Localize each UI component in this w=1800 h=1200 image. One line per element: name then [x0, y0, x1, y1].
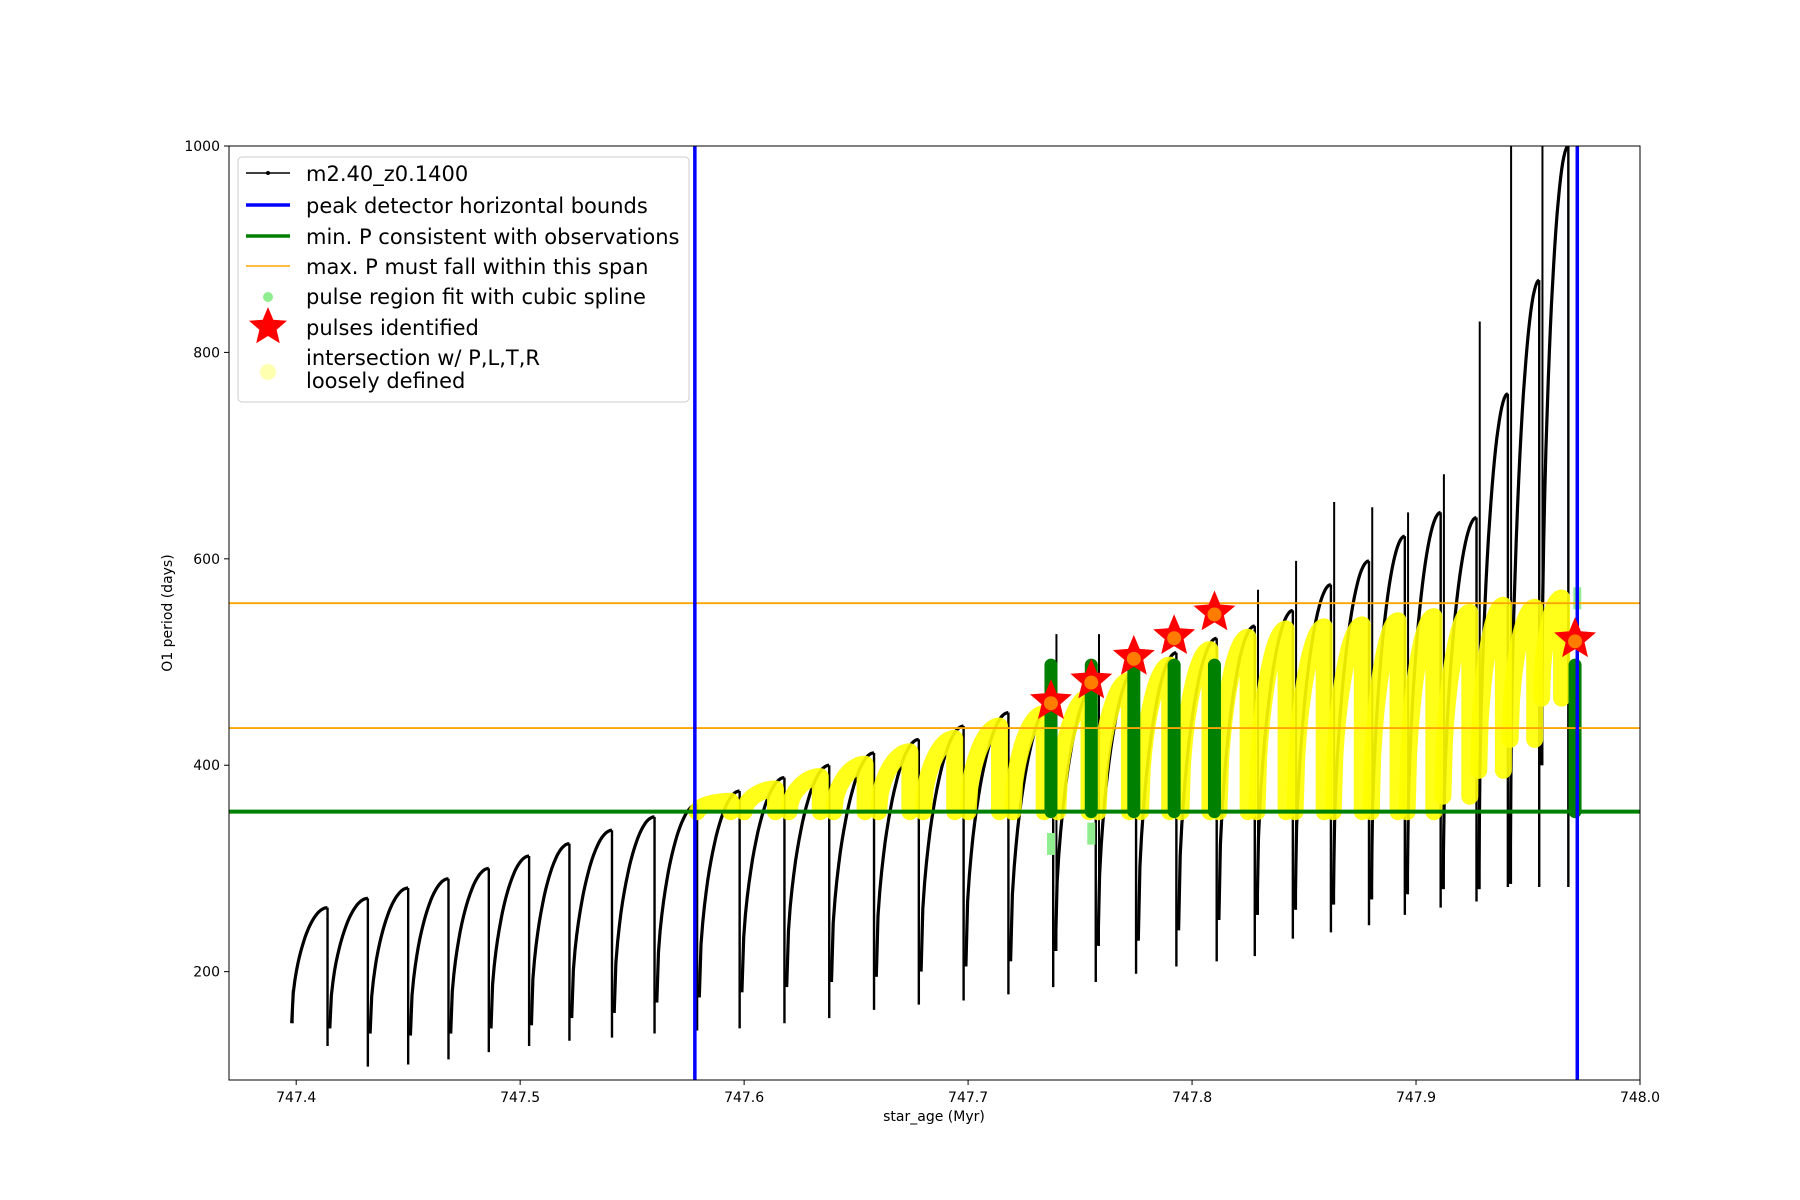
period-pulse-arc	[489, 854, 530, 1029]
legend-swatch-light-green-dot	[263, 292, 273, 302]
intersection-arc	[1132, 656, 1179, 821]
intersection-arc	[825, 755, 874, 821]
bound-lines-layer	[693, 146, 1580, 1080]
intersection-arc	[1533, 589, 1571, 707]
y-tick-label: 800	[193, 345, 220, 361]
pulse-star-highlight	[1568, 634, 1583, 649]
legend-label-series: m2.40_z0.1400	[306, 162, 468, 187]
legend: m2.40_z0.1400 peak detector horizontal b…	[237, 156, 690, 403]
pulse-star-highlight	[1043, 696, 1058, 711]
intersection-arc	[1398, 608, 1443, 821]
spline-fit-mark	[1046, 832, 1055, 855]
legend-label-max-period: max. P must fall within this span	[306, 255, 648, 279]
intersection-arc	[1434, 604, 1479, 805]
period-pulse-arc	[964, 711, 1009, 967]
legend-label-intersection-line1: intersection w/ P,L,T,R	[306, 346, 540, 370]
legend-label-spline: pulse region fit with cubic spline	[306, 285, 646, 309]
intersection-arc	[1501, 598, 1544, 748]
legend-box	[237, 156, 690, 403]
period-pulse-arc	[328, 896, 368, 1029]
plot-area	[229, 146, 1640, 1080]
x-axis-ticks: 747.4 747.5 747.6 747.7 747.8 747.9 748.0	[276, 1080, 1660, 1106]
y-tick-label: 200	[193, 965, 220, 981]
x-tick-label: 747.8	[1172, 1090, 1212, 1106]
legend-label-min-period: min. P consistent with observations	[306, 225, 679, 249]
period-pulse-arc	[1508, 278, 1540, 884]
intersection-arc	[1089, 672, 1138, 821]
intersection-arc	[870, 743, 919, 821]
intersection-arc	[1286, 618, 1333, 821]
x-tick-label: 747.7	[948, 1090, 988, 1106]
x-tick-label: 747.6	[724, 1090, 764, 1106]
y-tick-label: 400	[193, 758, 220, 774]
legend-swatch-red-star	[249, 307, 287, 344]
intersection-arc	[1324, 616, 1371, 821]
intersection-arc	[914, 729, 964, 821]
intersection-arc	[735, 780, 784, 821]
axes-frame	[228, 145, 1641, 1081]
pulse-star-highlight	[1167, 631, 1182, 646]
legend-label-intersection-line2: loosely defined	[306, 369, 465, 393]
reference-lines-layer	[229, 602, 1640, 814]
period-pulse-arc	[290, 906, 328, 1024]
legend-label-bounds: peak detector horizontal bounds	[306, 194, 648, 218]
intersection-arc	[688, 792, 740, 821]
pulse-stars-layer	[1030, 590, 1596, 719]
legend-swatch-pale-yellow-dot	[260, 364, 276, 380]
intersection-arc	[1362, 612, 1407, 821]
pulse-star-highlight	[1084, 675, 1099, 690]
period-pulse-arc	[368, 886, 409, 1034]
legend-swatch-black-marker	[266, 171, 270, 175]
intersection-arc	[780, 768, 829, 821]
x-tick-label: 747.5	[500, 1090, 540, 1106]
period-pulse-arc	[570, 828, 613, 1019]
period-pulse-arc	[612, 815, 655, 1013]
period-pulse-arc	[1539, 146, 1570, 766]
y-tick-label: 600	[193, 552, 220, 568]
period-pulse-arc	[408, 877, 449, 1036]
period-pulse-arc	[449, 866, 489, 1034]
y-axis-ticks: 200 400 600 800 1000	[184, 139, 229, 981]
y-tick-label: 1000	[184, 139, 220, 155]
intersection-arc	[1470, 596, 1512, 779]
x-axis-label: star_age (Myr)	[883, 1109, 985, 1125]
period-pulse-arc	[529, 842, 570, 1026]
spline-fit-mark	[1087, 822, 1096, 845]
pulse-star-highlight	[1126, 651, 1141, 666]
intersection-arc	[1210, 628, 1257, 821]
pulse-star-highlight	[1207, 607, 1222, 622]
y-axis-label: O1 period (days)	[160, 554, 176, 671]
legend-label-pulses: pulses identified	[306, 316, 479, 340]
intersection-arc	[1172, 641, 1219, 821]
intersection-arc	[1248, 620, 1295, 821]
x-tick-label: 748.0	[1620, 1090, 1660, 1106]
x-tick-label: 747.9	[1396, 1090, 1436, 1106]
x-tick-label: 747.4	[276, 1090, 316, 1106]
intersection-arc	[959, 717, 1008, 821]
